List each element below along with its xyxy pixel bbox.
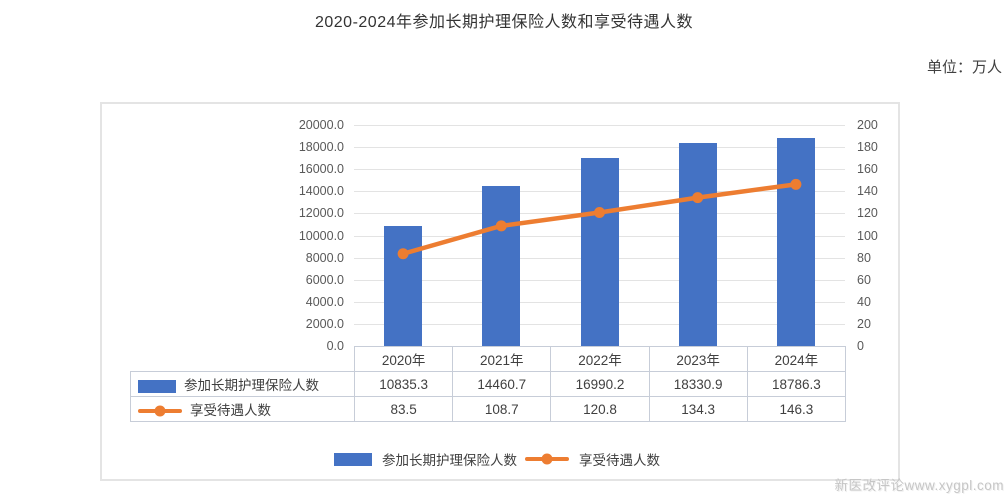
unit-label: 单位：万人 [926,59,1002,76]
watermark-brand: 新医改评论 [834,478,905,493]
y-axis-left-tick: 12000.0 [298,206,344,221]
table-cell: 14460.7 [452,371,552,397]
y-axis-left-tick: 8000.0 [305,250,344,265]
table-cell: 18330.9 [648,371,748,397]
y-axis-right-tick: 120 [857,206,878,221]
y-axis-left-tick: 0.0 [326,339,344,353]
y-axis-right-tick: 40 [857,294,871,309]
line-marker-icon [397,248,409,260]
y-axis-right-tick: 60 [857,272,871,287]
table-header-cell: 2022年 [550,346,650,372]
y-axis-right-tick: 100 [857,228,878,243]
gridline [354,147,845,149]
y-axis-right-tick: 160 [857,162,878,177]
watermark: 新医改评论www.xygpl.com [834,474,1004,494]
table-cell: 83.5 [353,396,454,422]
y-axis-left-tick: 18000.0 [298,140,344,155]
chart-card: 20000.0 18000.0 16000.0 14000.0 12000.0 10000… [100,102,900,481]
table-row-label: 享受待遇人数 [130,396,355,422]
page-title: 2020-2024年参加长期护理保险人数和享受待遇人数 [314,14,694,31]
line-series [397,178,802,260]
line-path [400,182,799,256]
legend-label-bar: 参加长期护理保险人数 [382,453,517,468]
line-marker-icon [692,192,704,204]
table-header-cell: 2021年 [452,346,552,372]
legend-bar-swatch-icon [334,452,372,466]
y-axis-right-tick: 20 [857,316,871,331]
y-axis-right-tick: 200 [857,118,878,132]
table-cell: 18786.3 [746,371,846,397]
bar [678,143,717,346]
y-axis-left-tick: 14000.0 [298,184,344,199]
table-row-label-text: 享受待遇人数 [190,403,271,418]
table-row-label: 参加长期护理保险人数 [130,371,355,397]
table-cell: 108.7 [452,396,552,422]
table-row-label-text: 参加长期护理保险人数 [184,378,319,393]
table-header-cell: 2023年 [648,346,748,372]
y-axis-left-tick: 2000.0 [305,316,344,331]
y-axis-left-tick: 4000.0 [305,294,344,309]
bar [384,226,423,346]
table-cell: 146.3 [746,396,846,422]
data-table: 2020年 2021年 2022年 2023年 2024年参加长期护理保险人数 10835… [130,346,846,422]
line-marker-icon [790,178,802,190]
y-axis-right-tick: 0 [857,339,864,353]
line-marker-icon [495,220,507,232]
gridline [354,125,845,126]
bar [580,158,619,346]
y-axis-right-tick: 180 [857,140,878,155]
y-axis-left-tick: 10000.0 [298,228,344,243]
y-axis-right-tick: 80 [857,250,871,265]
y-axis-left-tick: 20000.0 [298,118,344,132]
table-header-cell: 2020年 [353,346,454,372]
legend-label-line: 享受待遇人数 [579,453,660,468]
table-corner-cell [131,347,355,372]
table-bar-swatch-icon [138,379,176,393]
legend-line-swatch-icon [525,453,569,465]
table-line-swatch-icon [138,405,182,417]
watermark-url: www.xygpl.com [904,478,1004,493]
table-line-dot-icon [154,405,166,417]
bar [482,186,521,346]
y-axis-left-tick: 6000.0 [305,272,344,287]
legend-line-dot-icon [541,453,553,465]
table-cell: 16990.2 [550,371,650,397]
y-axis-left-tick: 16000.0 [298,162,344,177]
bar [776,138,815,346]
table-cell: 120.8 [550,396,650,422]
line-marker-icon [594,207,605,219]
table-cell: 10835.3 [353,371,454,397]
chart-legend: 参加长期护理保险人数 享受待遇人数 [102,450,898,468]
y-axis-right-tick: 140 [857,184,878,199]
table-cell: 134.3 [648,396,748,422]
table-header-cell: 2024年 [746,346,846,372]
